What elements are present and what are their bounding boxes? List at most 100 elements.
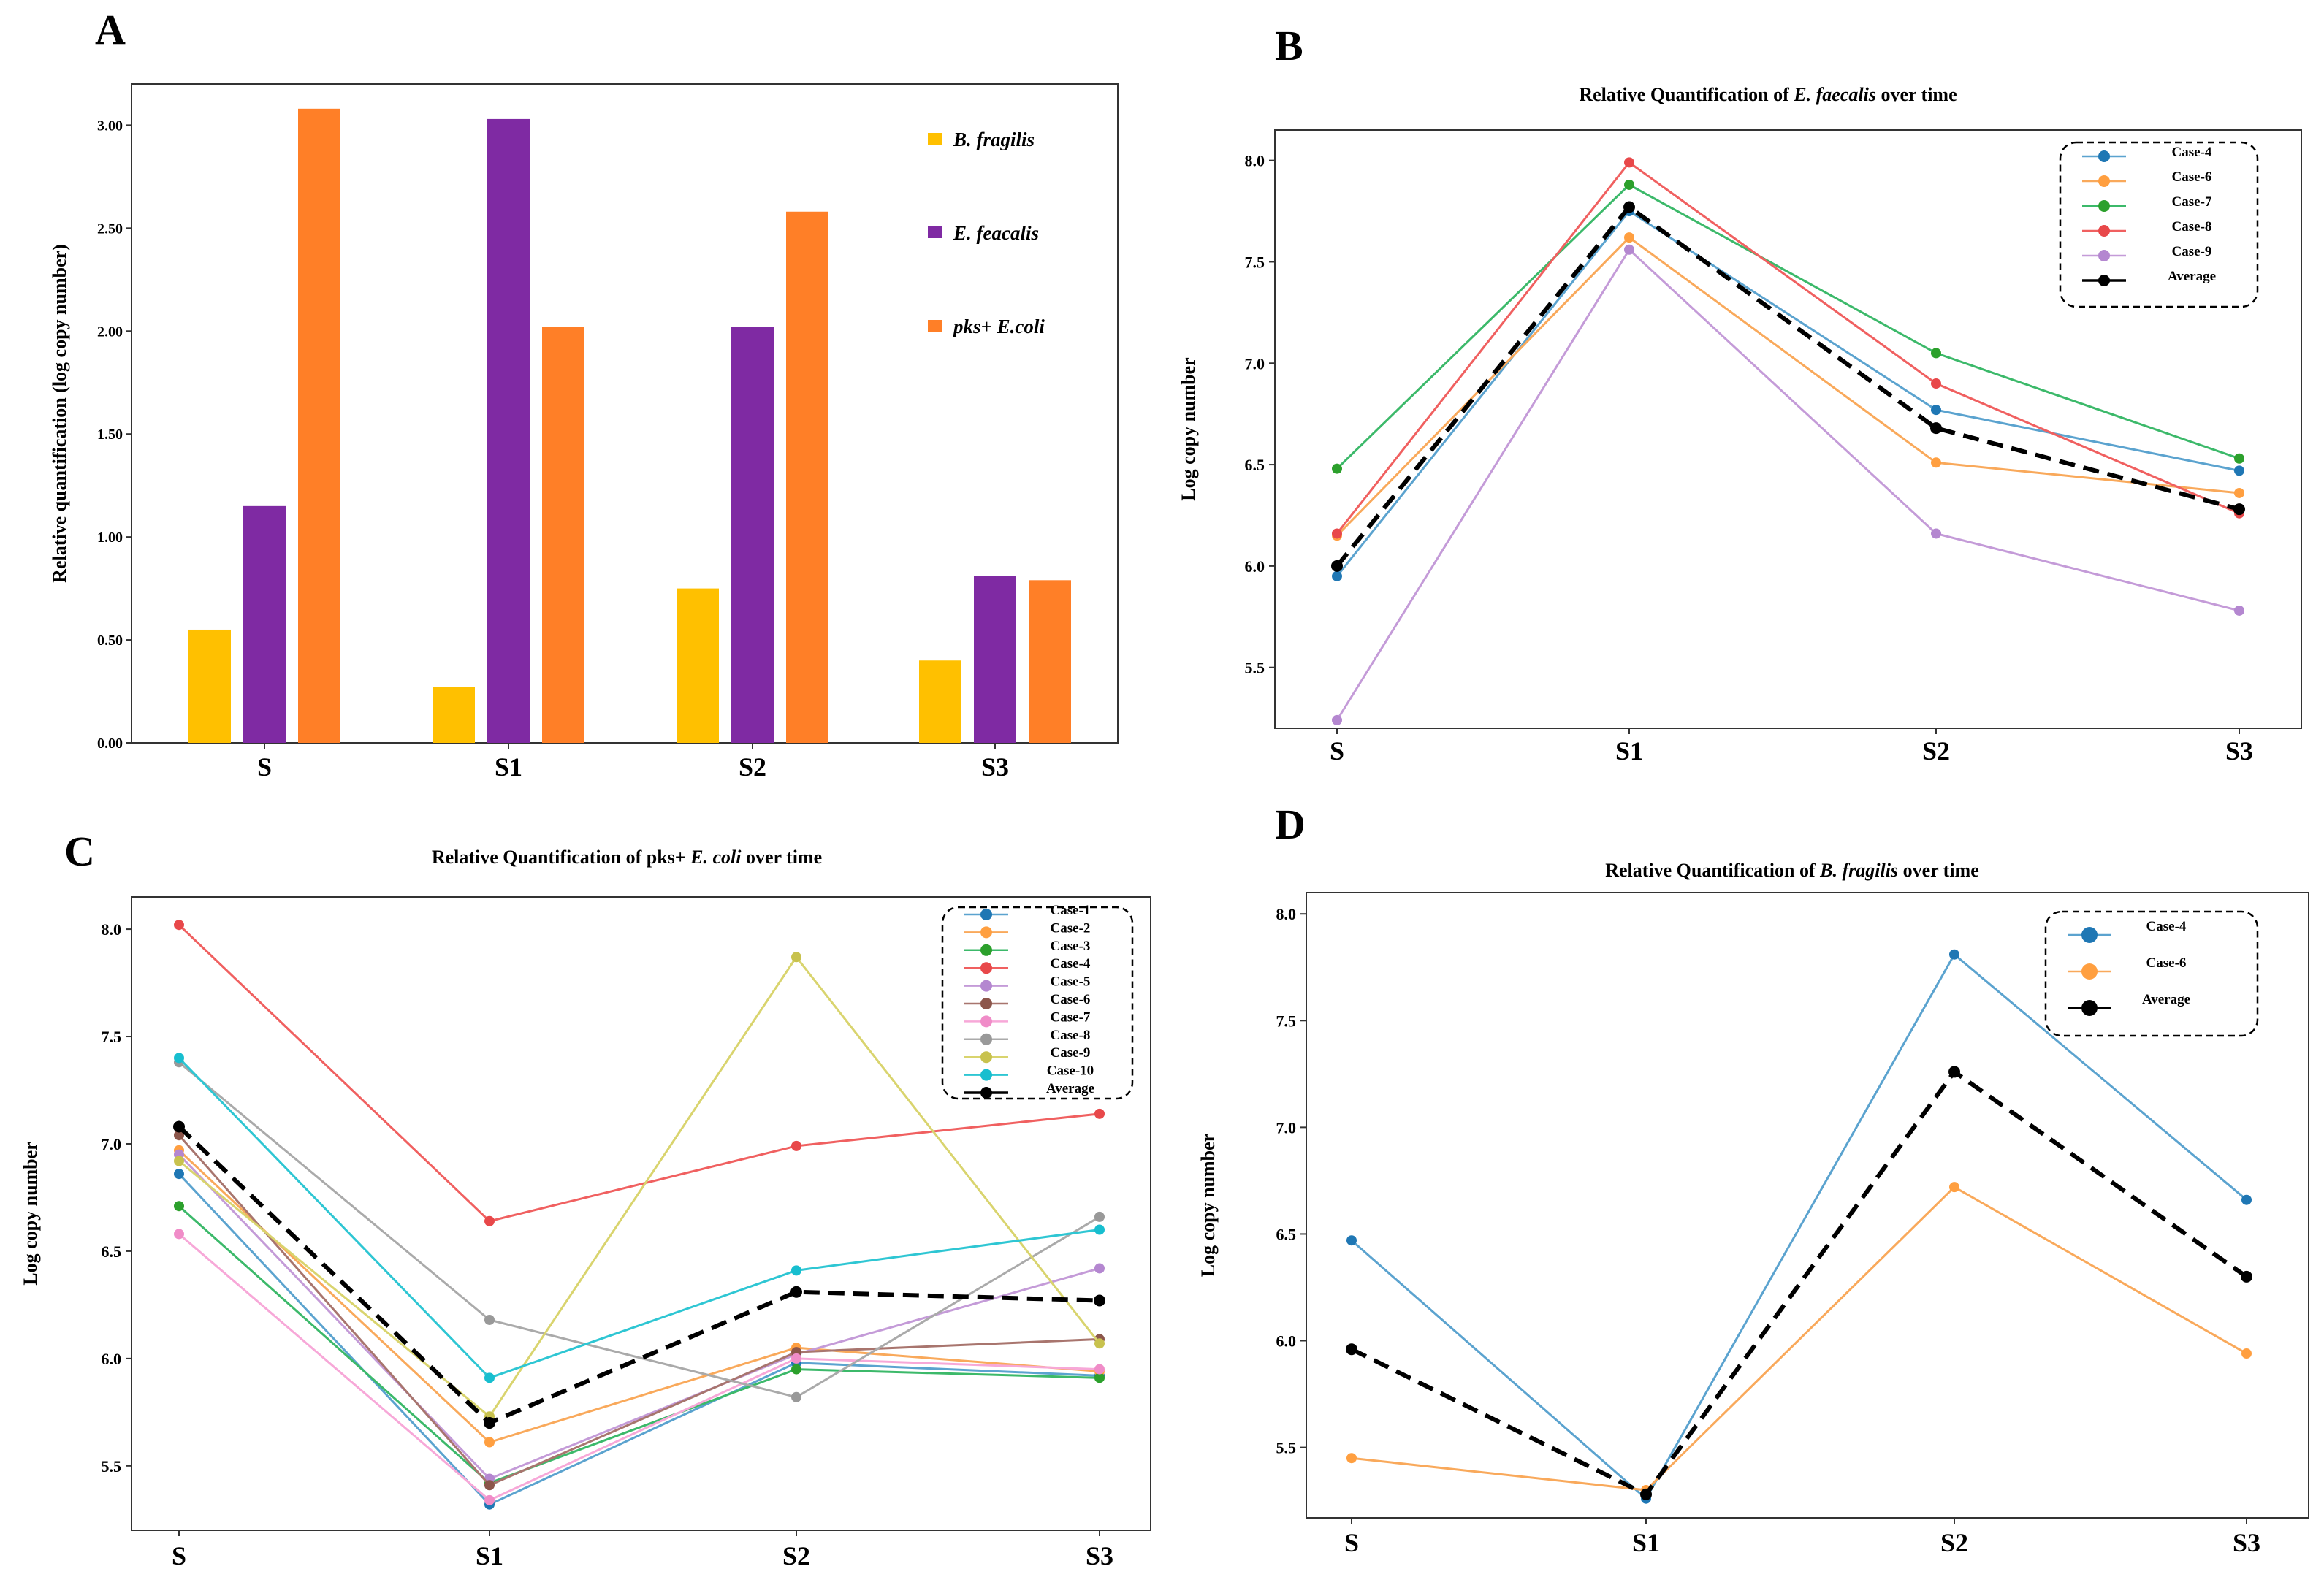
point-case-6-s: [1346, 1453, 1357, 1464]
legend-label: Case-10: [1047, 1064, 1094, 1079]
point-case-8-s1: [1624, 157, 1634, 168]
legend-label: Case-1: [1051, 903, 1091, 918]
bar-pks-e-coli-s: [298, 108, 340, 743]
y-tick-label: 1.50: [97, 427, 123, 443]
legend-marker-case-4: [2098, 150, 2110, 162]
y-axis-label: Log copy number: [1178, 357, 1199, 500]
y-axis-label: Log copy number: [20, 1142, 41, 1285]
point-case-9-s1: [1624, 244, 1634, 255]
point-case-4-s: [174, 920, 184, 931]
x-tick-label: S1: [476, 1541, 503, 1570]
series-line-case-4: [1336, 210, 2240, 577]
legend-label: Case-7: [1051, 1009, 1091, 1025]
y-tick-label: 6.5: [102, 1242, 122, 1261]
plot-frame-b: [1274, 129, 2302, 729]
legend-label: Case-4: [1051, 956, 1091, 971]
y-tick-label: 8.0: [1245, 152, 1265, 170]
title-species: E. coli: [690, 847, 742, 868]
x-tick-label: S3: [2233, 1528, 2260, 1557]
x-tick-label: S1: [1632, 1528, 1660, 1557]
title-prefix: Relative Quantification of pks+: [432, 847, 690, 868]
point-case-9-s3: [2234, 605, 2244, 616]
point-case-3-s3: [1094, 1372, 1105, 1383]
legend-label: Case-9: [2172, 244, 2212, 259]
panel-letter-a: A: [95, 6, 126, 53]
x-tick-label: S: [257, 752, 272, 782]
bar-b-fragilis-s2: [677, 588, 719, 743]
bar-e-feacalis-s2: [731, 327, 774, 743]
point-case-10-s1: [484, 1372, 495, 1383]
point-case-6-s1: [1624, 232, 1634, 243]
legend-label: Case-7: [2172, 194, 2212, 210]
y-tick-label: 7.0: [1276, 1118, 1297, 1137]
bar-e-feacalis-s: [243, 505, 286, 743]
legend-label: Case-9: [1051, 1045, 1091, 1061]
point-case-10-s: [174, 1053, 184, 1064]
legend-label: pks+ E.coli: [952, 316, 1045, 337]
point-case-4-s3: [2234, 465, 2244, 476]
bar-pks-e-coli-s1: [542, 327, 584, 743]
series-line-case-7: [1336, 183, 2240, 470]
panel-letter-c: C: [64, 828, 95, 875]
point-case-3-s: [174, 1201, 184, 1212]
point-case-9-s: [174, 1156, 184, 1166]
bar-e-feacalis-s1: [487, 118, 530, 743]
bar-b-fragilis-s: [188, 629, 231, 743]
y-tick-label: 8.0: [1276, 905, 1297, 923]
bar-pks-e-coli-s3: [1029, 580, 1071, 743]
y-tick-label: 7.0: [1245, 354, 1265, 373]
x-tick-label: S2: [739, 752, 766, 782]
legend-label: Average: [1046, 1081, 1094, 1096]
title-prefix: Relative Quantification of: [1605, 860, 1820, 881]
y-tick-label: 8.0: [102, 920, 122, 939]
legend-marker-case-8: [980, 1033, 992, 1045]
point-case-6-s2: [1931, 457, 1941, 468]
series-line-case-6: [1351, 1185, 2247, 1492]
point-average-s3: [2241, 1270, 2252, 1283]
y-tick-label: 2.00: [97, 324, 123, 340]
legend-marker-case-7: [2098, 200, 2110, 212]
point-case-4-s: [1346, 1235, 1357, 1246]
title-suffix: over time: [1898, 860, 1979, 881]
point-case-6-s2: [1949, 1182, 1959, 1193]
point-average-s1: [1623, 201, 1635, 213]
legend-swatch: [928, 133, 942, 145]
point-case-7-s3: [1094, 1364, 1105, 1375]
point-average-s3: [1094, 1294, 1105, 1307]
series-line-average: [177, 1125, 1100, 1426]
y-tick-label: 5.5: [1245, 659, 1265, 677]
legend-marker-case-6: [2098, 175, 2110, 187]
legend-label: Case-6: [1051, 992, 1091, 1007]
legend-label: Case-8: [1051, 1028, 1091, 1043]
chart-title: Relative Quantification of pks+ E. coli …: [432, 847, 822, 868]
panel-letter-b: B: [1275, 22, 1303, 69]
plot-frame-d: [1306, 892, 2309, 1519]
legend-marker-case-7: [980, 1015, 992, 1028]
point-case-4-s2: [1949, 949, 1959, 960]
legend-marker-case-2: [980, 926, 992, 939]
point-average-s1: [484, 1417, 495, 1429]
y-tick-label: 7.0: [102, 1135, 122, 1153]
x-tick-label: S2: [1922, 736, 1950, 765]
legend-marker-case-1: [980, 909, 992, 920]
point-case-4-s3: [1094, 1108, 1105, 1119]
point-case-6-s3: [2234, 487, 2244, 498]
legend-label: Case-6: [2146, 955, 2187, 971]
y-tick-label: 2.50: [97, 221, 123, 237]
legend-label: Case-8: [2172, 219, 2212, 234]
title-species: B. fragilis: [1819, 860, 1898, 881]
point-case-9-s: [1332, 714, 1342, 725]
chart-title: Relative Quantification of E. faecalis o…: [1579, 84, 1957, 105]
legend-box: [2044, 910, 2259, 1037]
series-line-case-1: [178, 1173, 1100, 1506]
x-tick-label: S: [1344, 1528, 1359, 1557]
plot-frame-a: [131, 83, 1119, 744]
legend-swatch: [928, 226, 942, 238]
point-case-10-s2: [791, 1265, 801, 1276]
legend-marker-case-5: [980, 980, 992, 992]
bar-b-fragilis-s1: [433, 687, 475, 743]
legend-swatch: [928, 320, 942, 332]
chart-title: Relative Quantification of B. fragilis o…: [1605, 860, 1979, 881]
legend-marker-case-3: [980, 944, 992, 956]
